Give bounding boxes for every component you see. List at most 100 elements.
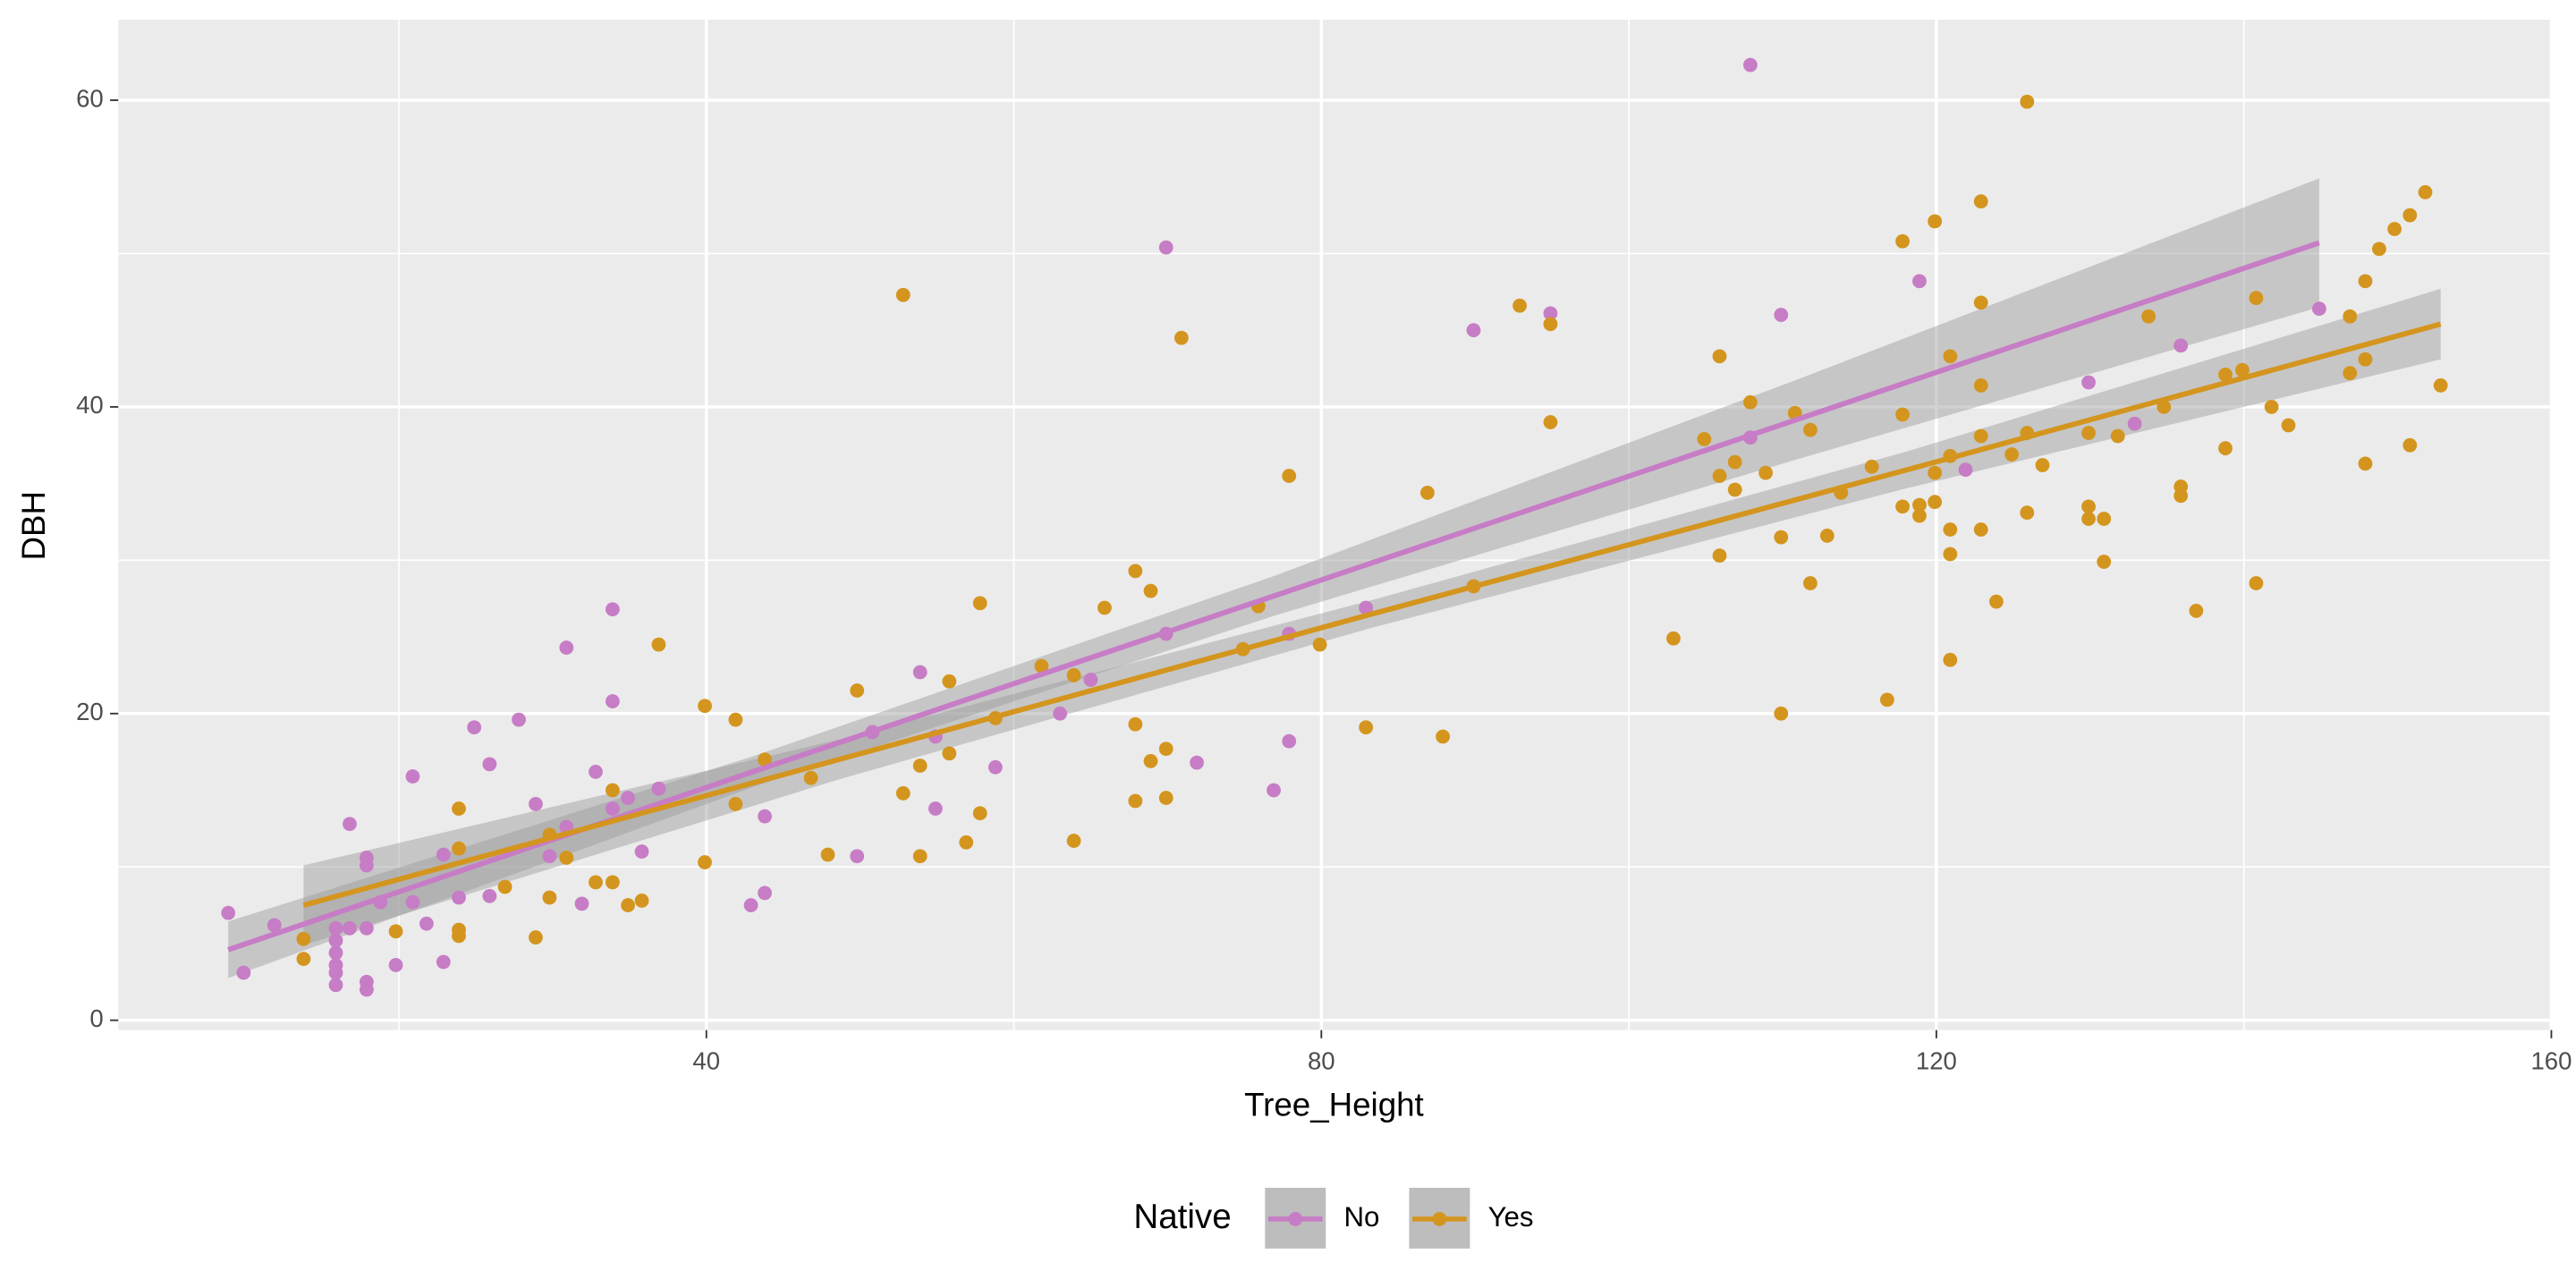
x-axis-title: Tree_Height <box>1244 1087 1424 1123</box>
point <box>605 602 620 617</box>
point <box>1928 214 1943 229</box>
point <box>2141 309 2156 324</box>
point <box>529 930 543 945</box>
point <box>2004 447 2020 462</box>
point <box>1943 349 1958 364</box>
point <box>651 637 666 652</box>
point <box>1158 791 1174 805</box>
point <box>559 851 574 865</box>
point <box>589 875 603 890</box>
point <box>452 928 466 944</box>
y-tick-label: 40 <box>76 391 104 419</box>
point <box>698 699 712 714</box>
point <box>328 920 343 936</box>
point <box>436 954 451 970</box>
point <box>482 757 497 772</box>
point <box>343 817 357 832</box>
point <box>1895 233 1910 249</box>
point <box>512 712 526 727</box>
point <box>1066 668 1081 682</box>
y-axis-title: DBH <box>15 491 52 561</box>
point <box>634 844 649 859</box>
point <box>895 786 911 801</box>
point <box>2358 456 2373 471</box>
point <box>1128 564 1143 579</box>
point <box>1774 706 1789 721</box>
point <box>2387 222 2402 236</box>
point <box>698 855 712 869</box>
point <box>728 712 743 727</box>
point <box>359 982 374 997</box>
point <box>758 752 772 767</box>
point <box>267 918 282 933</box>
point <box>419 916 434 931</box>
point <box>1727 482 1742 497</box>
point <box>452 890 466 905</box>
point <box>928 801 943 816</box>
point <box>482 888 497 903</box>
point <box>743 898 758 912</box>
legend-title: Native <box>1133 1198 1231 1236</box>
point <box>1312 637 1327 652</box>
point <box>912 665 928 680</box>
confidence-band <box>303 288 2441 945</box>
point <box>405 769 420 784</box>
point <box>1912 274 1927 289</box>
point <box>497 879 513 894</box>
point <box>1466 323 1481 338</box>
point <box>1774 308 1789 322</box>
point <box>343 920 357 936</box>
point <box>972 596 987 611</box>
point <box>1053 706 1067 721</box>
point <box>452 841 466 856</box>
point <box>2110 428 2125 444</box>
point <box>2402 437 2418 453</box>
point <box>542 849 557 864</box>
x-tick-label: 160 <box>2530 1047 2572 1075</box>
point <box>758 886 772 901</box>
point <box>2249 291 2264 306</box>
point <box>328 945 343 961</box>
point <box>605 783 620 798</box>
point <box>820 847 835 862</box>
confidence-band <box>228 178 2319 979</box>
point <box>2358 274 2373 289</box>
point <box>942 746 957 761</box>
point <box>758 809 772 824</box>
trend-lines <box>227 240 2442 953</box>
point <box>1895 407 1910 422</box>
point <box>1958 462 1973 478</box>
point <box>1158 240 1174 255</box>
point <box>1420 486 1435 500</box>
point <box>2311 301 2326 317</box>
y-tick-label: 0 <box>89 1004 103 1032</box>
point <box>328 933 343 948</box>
legend: Native No Yes <box>1133 1187 1534 1249</box>
point <box>605 801 620 816</box>
point <box>1128 793 1143 809</box>
point <box>2020 505 2035 521</box>
point <box>328 978 343 993</box>
point <box>2020 94 2035 109</box>
point <box>467 720 482 735</box>
point <box>296 952 311 966</box>
x-tick-label: 40 <box>692 1047 720 1075</box>
point <box>2174 338 2189 353</box>
trend-line <box>302 321 2442 908</box>
point <box>2358 352 2373 367</box>
point <box>1803 422 1818 437</box>
point <box>972 806 987 821</box>
point <box>2343 309 2358 324</box>
point <box>1066 834 1081 848</box>
point <box>2174 488 2189 504</box>
point <box>1742 57 1758 72</box>
point <box>1912 497 1927 513</box>
point <box>1034 658 1049 674</box>
point <box>542 890 557 905</box>
point <box>2249 576 2264 590</box>
point <box>1712 349 1727 364</box>
point <box>1712 548 1727 564</box>
point <box>452 801 466 816</box>
point <box>2081 375 2096 390</box>
point <box>1912 508 1927 523</box>
